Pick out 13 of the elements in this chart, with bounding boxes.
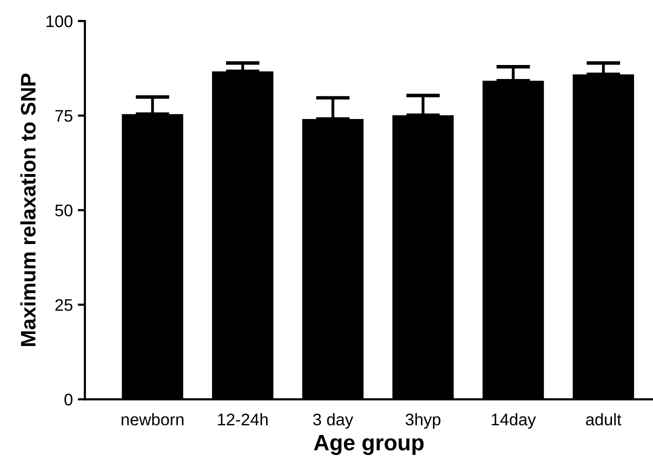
y-tick-label: 100 bbox=[46, 15, 72, 28]
x-tick-label: adult bbox=[586, 413, 622, 426]
y-tick-label: 25 bbox=[55, 299, 72, 311]
x-tick-label: 12-24h bbox=[218, 413, 268, 426]
y-tick-label: 50 bbox=[55, 204, 72, 216]
y-tick-label: 0 bbox=[64, 394, 72, 406]
x-tick-label: newborn bbox=[122, 413, 184, 426]
y-tick-label: 75 bbox=[55, 110, 72, 122]
y-axis-title: Maximum relaxation to SNP bbox=[20, 74, 36, 346]
x-tick-label: 14day bbox=[492, 413, 536, 429]
x-tick-label: 3hyp bbox=[406, 413, 440, 429]
x-axis-title: Age group bbox=[314, 434, 424, 455]
x-tick-label: 3 day bbox=[313, 413, 354, 429]
